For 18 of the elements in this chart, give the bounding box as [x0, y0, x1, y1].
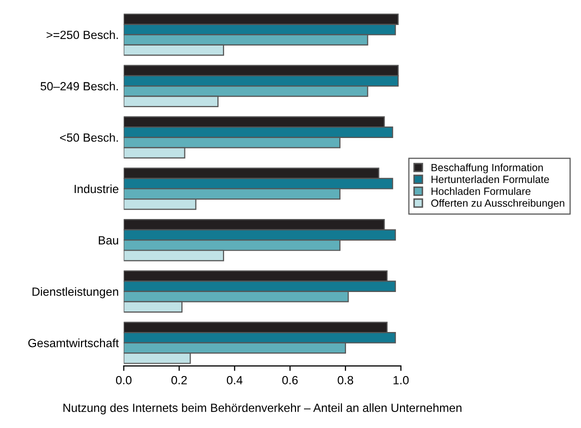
y-tick-label: 50–249 Besch.: [40, 82, 118, 90]
legend-label: Beschaffung Information: [432, 164, 543, 174]
y-tick-label: Bau: [98, 236, 118, 244]
y-tick-label: Gesamtwirtschaft: [28, 338, 119, 348]
x-tick-label: 0.2: [171, 376, 187, 384]
x-tick-label: 0.6: [282, 376, 298, 384]
y-tick-label: Dienstleistungen: [32, 287, 118, 298]
x-axis-title: Nutzung des Internets beim Behördenverkehr – Anteil an allen Unternehmen: [63, 403, 462, 414]
y-tick-label: <50 Besch.: [60, 133, 118, 142]
legend-label: Offerten zu Ausschreibungen: [431, 199, 564, 209]
x-tick-label: 0.8: [338, 376, 354, 384]
legend-label: Hertunterladen Formulate: [432, 175, 549, 184]
y-tick-label: Industrie: [74, 184, 118, 194]
y-tick-label: >=250 Besch.: [46, 30, 118, 40]
x-tick-label: 0.0: [116, 376, 132, 384]
legend-label: Hochladen Formulare: [432, 187, 530, 195]
x-tick-label: 1.0: [394, 376, 409, 384]
x-tick-label: 0.4: [226, 376, 242, 384]
